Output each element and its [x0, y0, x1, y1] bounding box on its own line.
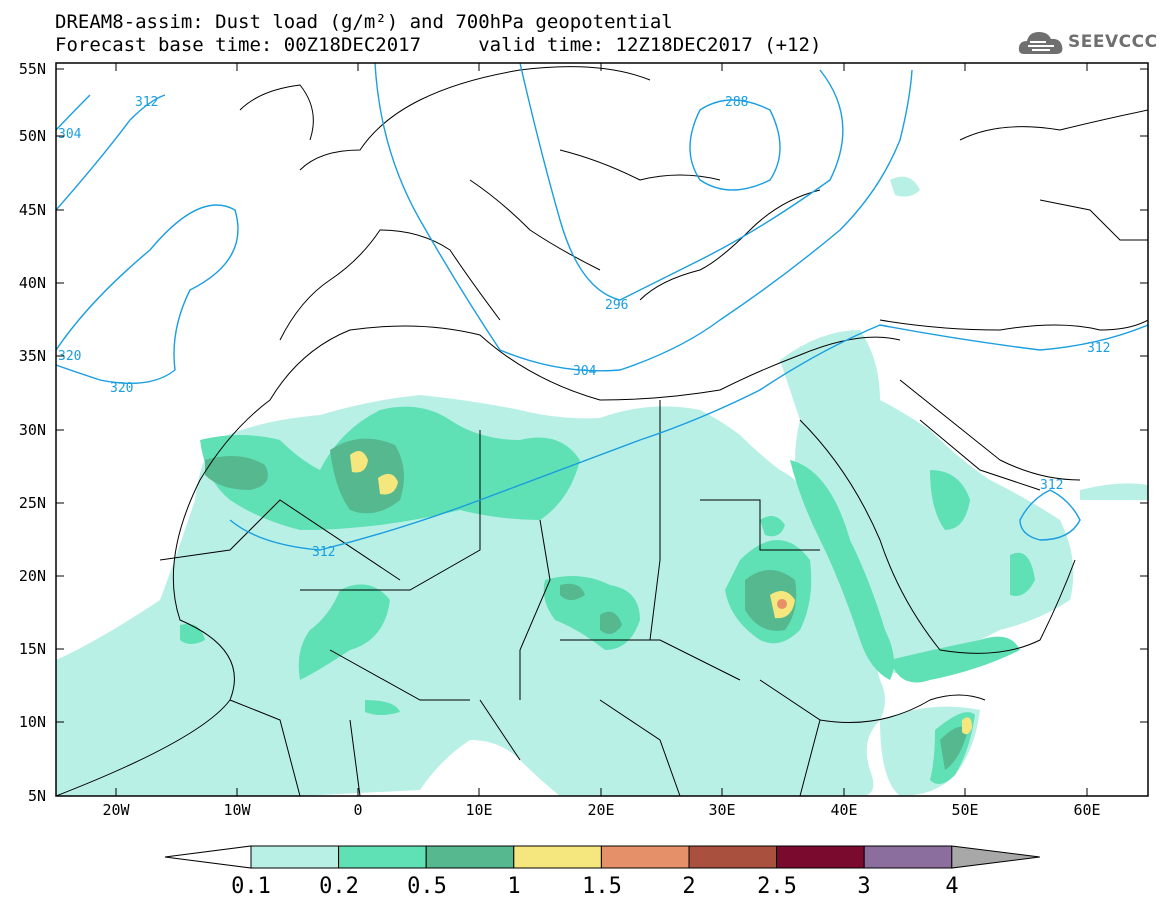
- contour-label: 320: [58, 349, 81, 364]
- dust-fields: [56, 176, 1148, 796]
- contour-label: 296: [605, 298, 628, 313]
- colorbar-tick-label: 2.5: [757, 874, 797, 899]
- axis-ticks: [56, 63, 1148, 796]
- lat-label: 25N: [19, 494, 46, 512]
- longitude-labels: 20W 10W 0 10E 20E 30E 40E 50E 60E: [102, 801, 1100, 819]
- lat-label: 20N: [19, 567, 46, 585]
- lon-label: 10E: [465, 801, 492, 819]
- contour-label: 312: [1087, 341, 1110, 356]
- contour-label: 304: [573, 364, 597, 379]
- lat-label: 45N: [19, 201, 46, 219]
- map-subtitle: Forecast base time: 00Z18DEC2017 valid t…: [55, 34, 822, 56]
- lat-label: 5N: [28, 787, 46, 805]
- lon-label: 60E: [1073, 801, 1100, 819]
- contour-label: 320: [110, 381, 133, 396]
- contour-label: 304: [58, 127, 82, 142]
- lon-label: 40E: [830, 801, 857, 819]
- colorbar-tick-label: 3: [857, 874, 870, 899]
- lon-label: 20W: [102, 801, 130, 819]
- lat-label: 15N: [19, 640, 46, 658]
- dust-map: 312 304 288 320 320 304 312 312 312 296 …: [19, 60, 1149, 819]
- lat-label: 30N: [19, 421, 46, 439]
- lat-label: 35N: [19, 347, 46, 365]
- contour-label-group: 312 304 288 320 320 304 312 312 312 296: [58, 95, 1110, 560]
- colorbar-tick-label: 0.5: [407, 874, 447, 899]
- colorbar-tick-label: 2: [682, 874, 695, 899]
- dust-layer-0.5: [205, 438, 968, 770]
- country-borders: [56, 66, 1148, 796]
- contour-label: 288: [725, 95, 748, 110]
- lon-label: 50E: [951, 801, 978, 819]
- map-title: DREAM8-assim: Dust load (g/m²) and 700hP…: [55, 11, 673, 33]
- cloud-icon: [1018, 32, 1063, 54]
- colorbar-tick-label: 4: [945, 874, 958, 899]
- contour-label: 312: [1040, 478, 1063, 493]
- contour-label: 312: [312, 545, 335, 560]
- lat-label: 10N: [19, 713, 46, 731]
- lon-label: 10W: [223, 801, 251, 819]
- lat-label: 50N: [19, 127, 46, 145]
- colorbar-tick-label: 0.2: [319, 874, 359, 899]
- logo-text: SEEVCCC: [1068, 32, 1158, 52]
- seevccc-logo: SEEVCCC: [1018, 26, 1158, 60]
- colorbar-tick-label: 0.1: [231, 874, 271, 899]
- geopotential-contours: [56, 63, 1148, 551]
- lat-label: 55N: [19, 60, 46, 78]
- lon-label: 0: [353, 801, 362, 819]
- latitude-labels: 55N 50N 45N 40N 35N 30N 25N 20N 15N 10N …: [19, 60, 46, 805]
- colorbar-tick-label: 1: [507, 874, 520, 899]
- colorbar-labels: 0.1 0.2 0.5 1 1.5 2 2.5 3 4: [231, 874, 959, 899]
- lat-label: 40N: [19, 274, 46, 292]
- contour-label: 312: [135, 95, 158, 110]
- lon-label: 30E: [708, 801, 735, 819]
- colorbar-tick-label: 1.5: [582, 874, 622, 899]
- dust-layer-2: [777, 599, 787, 609]
- lon-label: 20E: [587, 801, 614, 819]
